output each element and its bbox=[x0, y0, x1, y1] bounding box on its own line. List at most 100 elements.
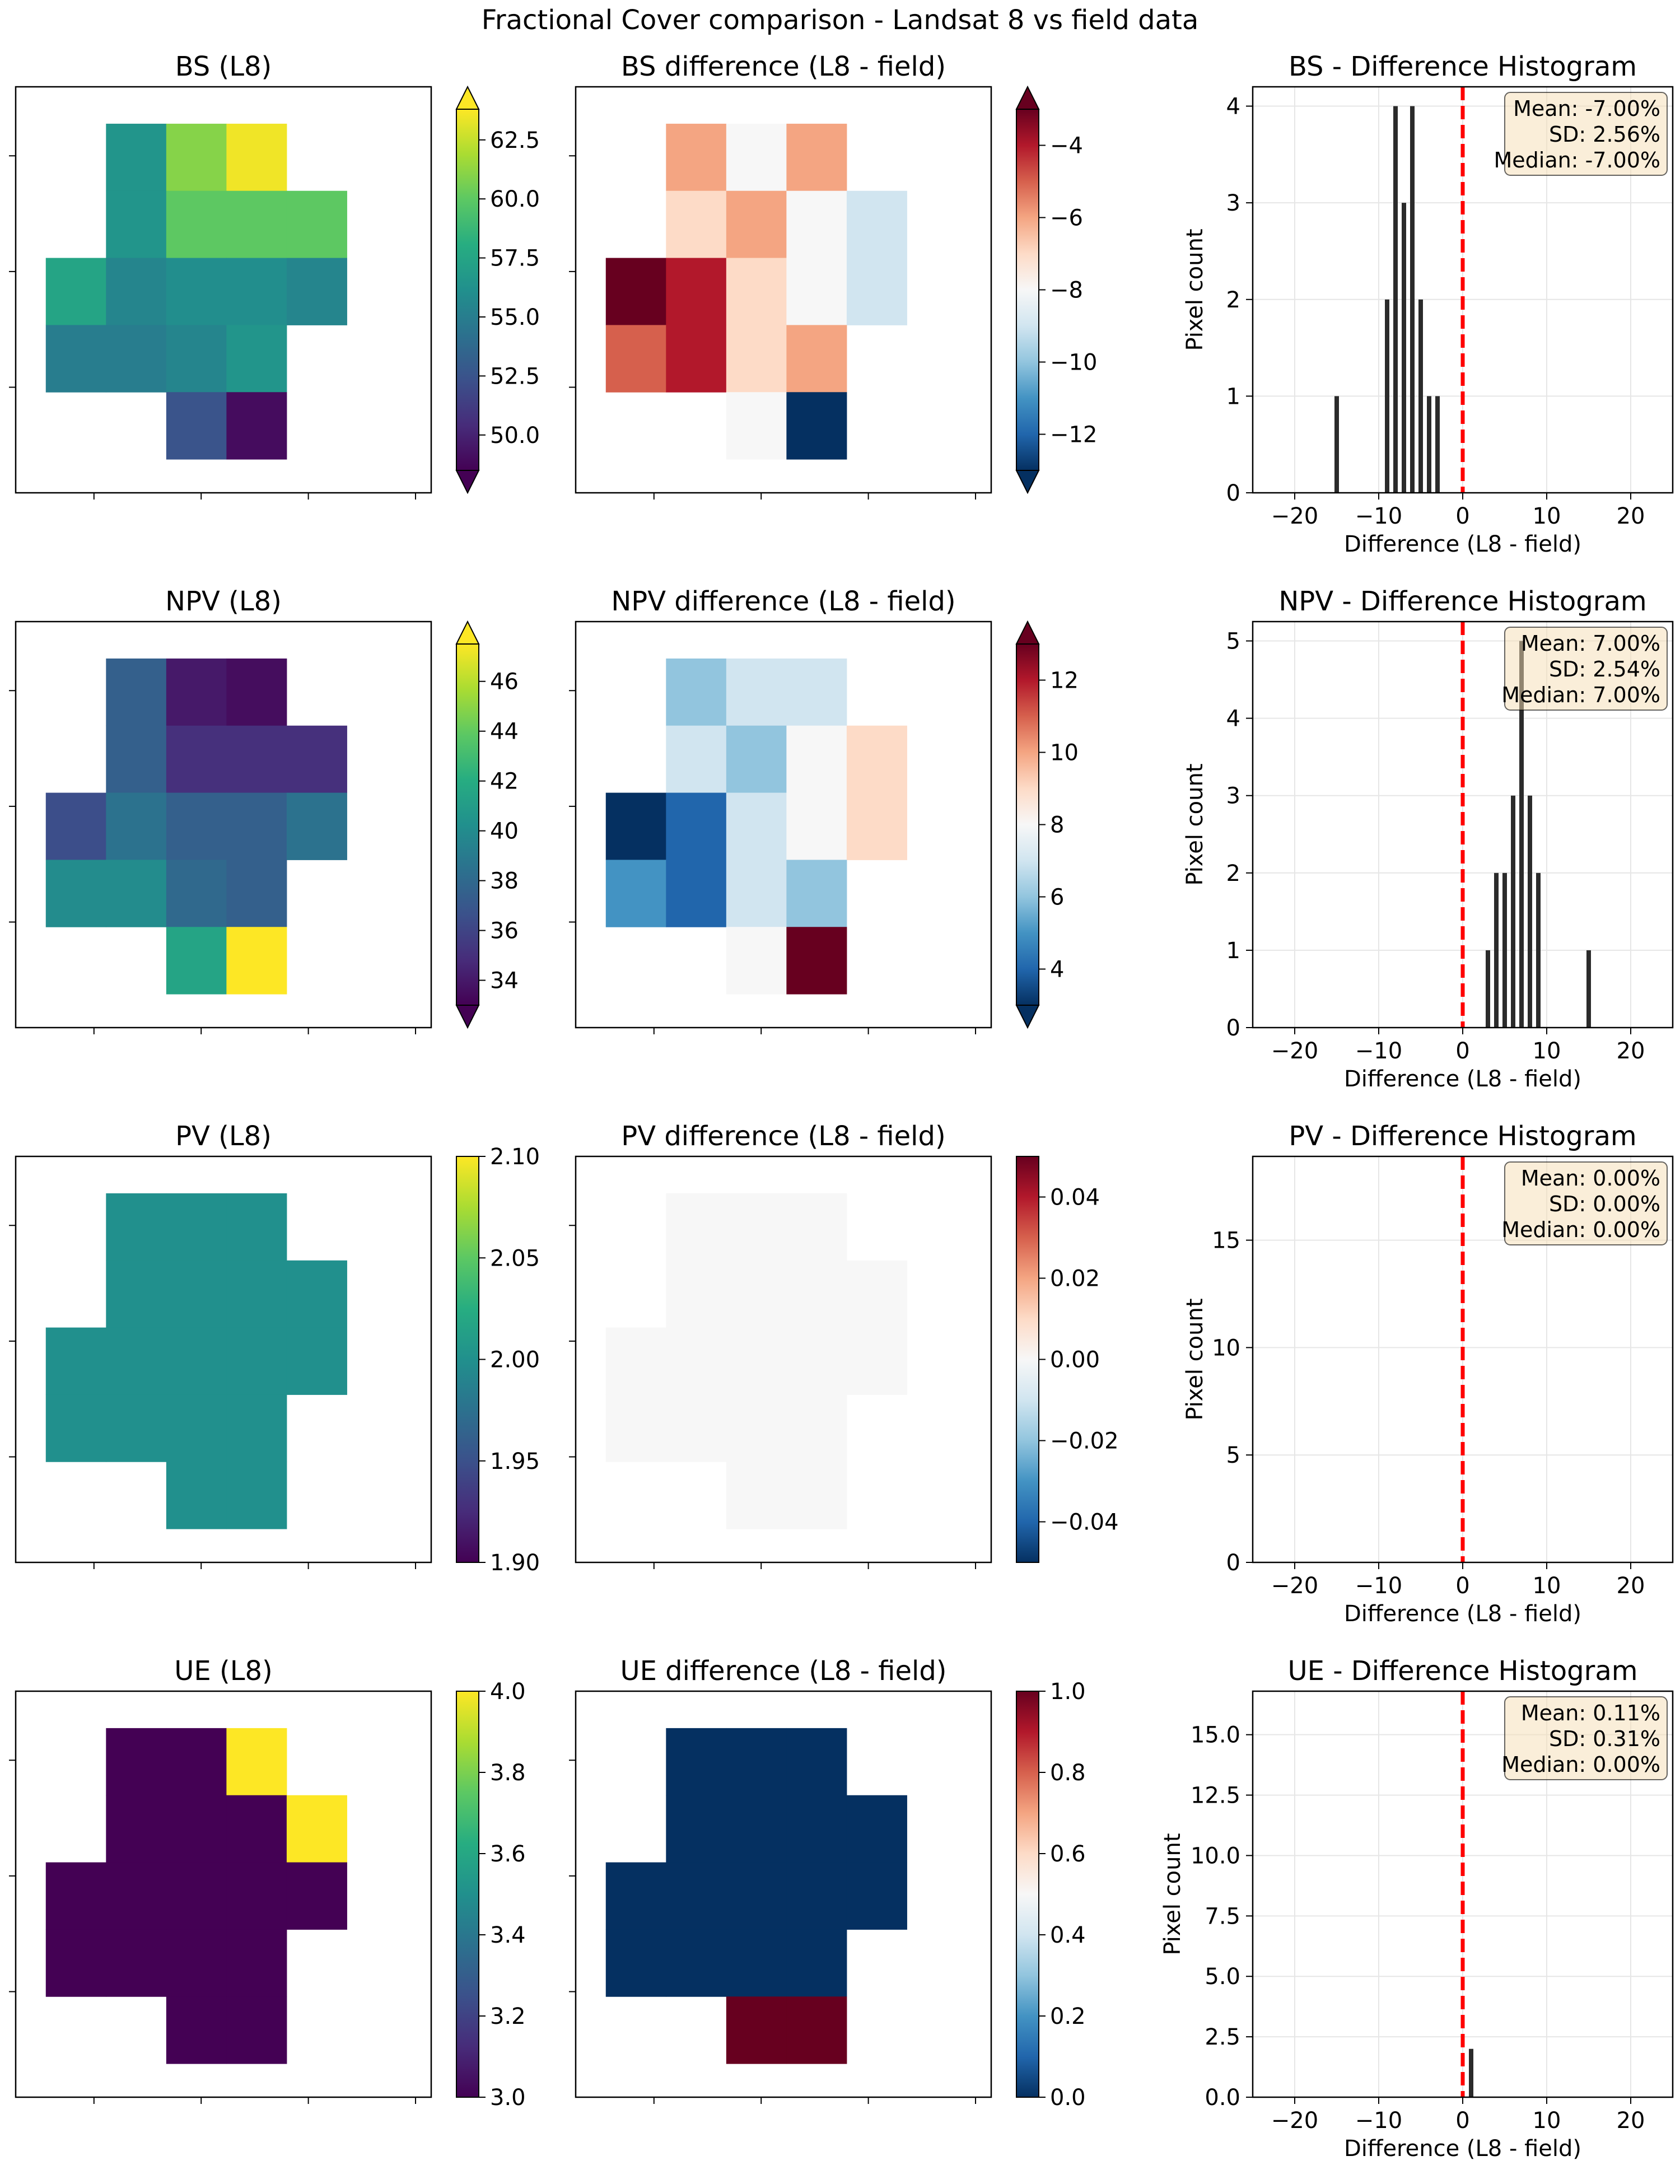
heatmap-cell bbox=[166, 725, 227, 794]
colorbar-tick-label: 52.5 bbox=[490, 363, 540, 389]
heatmap-cell bbox=[726, 1394, 787, 1462]
stats-text: Median: 7.00% bbox=[1501, 683, 1660, 707]
heatmap-cell bbox=[666, 1193, 727, 1261]
x-tick-label: 10 bbox=[1533, 2108, 1561, 2134]
heatmap-cell bbox=[286, 1795, 347, 1863]
heatmap-cell bbox=[106, 1728, 167, 1796]
heatmap-cell bbox=[786, 792, 847, 860]
heatmap-cell bbox=[166, 1394, 227, 1462]
histogram-bar bbox=[1486, 950, 1490, 1028]
histogram-bar bbox=[1511, 795, 1515, 1028]
y-tick-label: 1 bbox=[1226, 384, 1240, 409]
heatmap-cell bbox=[166, 1795, 227, 1863]
heatmap-cell bbox=[726, 1327, 787, 1395]
colorbar-tick-label: 1.95 bbox=[490, 1449, 540, 1474]
heatmap-cell bbox=[286, 725, 347, 794]
colorbar-tick-label: 34 bbox=[490, 968, 519, 994]
colorbar-tick-label: 62.5 bbox=[490, 128, 540, 153]
heatmap-cell bbox=[106, 1394, 167, 1462]
x-tick-label: 10 bbox=[1533, 503, 1561, 529]
heatmap-cell bbox=[786, 927, 847, 995]
x-tick-label: 0 bbox=[1455, 1573, 1469, 1599]
colorbar-tick-label: 0.8 bbox=[1050, 1760, 1086, 1786]
y-tick-label: 12.5 bbox=[1191, 1783, 1240, 1809]
stats-box bbox=[1504, 1161, 1668, 1245]
panel-bs_l8: BS (L8) 50.0 52.5 55.0 57.5 60.0 62.5 bbox=[9, 51, 540, 500]
stats-text: Mean: 0.00% bbox=[1521, 1166, 1660, 1191]
y-tick-label: 2 bbox=[1226, 287, 1240, 313]
map-frame bbox=[575, 1155, 992, 1564]
heatmap-cell bbox=[106, 190, 167, 259]
heatmap-cell bbox=[666, 258, 727, 325]
heatmap-cell bbox=[45, 860, 106, 927]
x-axis-label: Difference (L8 - field) bbox=[1344, 2136, 1581, 2162]
y-axis-label: Pixel count bbox=[1160, 1833, 1186, 1955]
heatmap-cell bbox=[726, 792, 787, 860]
heatmap-cell bbox=[166, 1462, 227, 1529]
x-tick-label: 0 bbox=[1455, 1038, 1469, 1064]
colorbar-extend-min bbox=[455, 1005, 480, 1029]
y-tick-label: 0.0 bbox=[1205, 2085, 1240, 2111]
colorbar-tick-label: 46 bbox=[490, 669, 519, 695]
heatmap-cell bbox=[166, 1862, 227, 1930]
x-tick-label: 20 bbox=[1617, 2108, 1645, 2134]
heatmap-cell bbox=[226, 927, 287, 995]
panel-ue_hist: −20 −10 0 10 20 0.0 2.5 5.0 7.5 10.0 12.5 15.0 UE - … bbox=[1160, 1655, 1674, 2162]
heatmap-cell bbox=[106, 658, 167, 726]
panel-npv_diff: NPV difference (L8 - field) 4 6 8 10 12 bbox=[569, 586, 1079, 1034]
colorbar-tick-label: 12 bbox=[1050, 668, 1079, 694]
heatmap-cell bbox=[226, 392, 287, 460]
heatmap-cell bbox=[166, 325, 227, 393]
histogram-bar bbox=[1536, 872, 1541, 1028]
x-tick-label: −10 bbox=[1355, 1573, 1402, 1599]
heatmap-cell bbox=[605, 1862, 666, 1930]
heatmap-cell bbox=[45, 1862, 106, 1930]
heatmap-cell bbox=[226, 1327, 287, 1395]
panel-title: UE (L8) bbox=[174, 1655, 272, 1687]
heatmap-cell bbox=[786, 190, 847, 259]
colorbar-tick-label: 57.5 bbox=[490, 246, 540, 272]
x-axis-label: Difference (L8 - field) bbox=[1344, 531, 1581, 557]
x-tick-label: 20 bbox=[1617, 1573, 1645, 1599]
stats-text: Mean: 7.00% bbox=[1521, 631, 1660, 656]
colorbar-tick-label: 4.0 bbox=[490, 1679, 526, 1705]
colorbar-extend-min bbox=[1015, 1005, 1040, 1029]
heatmap-cell bbox=[166, 123, 227, 192]
colorbar-frame bbox=[1016, 1691, 1039, 2098]
heatmap-cell bbox=[166, 1327, 227, 1395]
heatmap-cell bbox=[226, 860, 287, 927]
colorbar bbox=[1016, 1156, 1039, 1562]
heatmap-cell bbox=[605, 792, 666, 860]
stats-text: SD: 2.56% bbox=[1549, 122, 1660, 147]
panel-pv_l8: PV (L8) 1.90 1.95 2.00 2.05 2.10 bbox=[9, 1121, 540, 1576]
heatmap-cell bbox=[786, 1728, 847, 1796]
histogram-bar bbox=[1502, 872, 1507, 1028]
colorbar-frame bbox=[456, 1691, 479, 2098]
colorbar bbox=[1016, 1691, 1039, 2097]
y-tick-label: 3 bbox=[1226, 190, 1240, 216]
y-tick-label: 7.5 bbox=[1205, 1903, 1240, 1929]
heatmap-cell bbox=[666, 190, 727, 259]
heatmap-cell bbox=[166, 927, 227, 995]
colorbar-tick-label: 1.90 bbox=[490, 1550, 540, 1576]
colorbar-tick-label: 2.05 bbox=[490, 1245, 540, 1271]
y-axis-label: Pixel count bbox=[1182, 763, 1208, 885]
x-axis-label: Difference (L8 - field) bbox=[1344, 1066, 1581, 1092]
heatmap-cell bbox=[726, 1996, 787, 2064]
colorbar-extend-max bbox=[455, 85, 480, 110]
heatmap-cell bbox=[786, 123, 847, 192]
x-tick-label: 0 bbox=[1455, 503, 1469, 529]
colorbar-tick-label: 0.4 bbox=[1050, 1922, 1086, 1948]
heatmap-cell bbox=[106, 1193, 167, 1261]
colorbar-extend-max bbox=[455, 620, 480, 645]
heatmap-cell bbox=[166, 658, 227, 726]
panel-title: BS (L8) bbox=[175, 51, 272, 82]
x-tick-label: −10 bbox=[1355, 1038, 1402, 1064]
colorbar-tick-label: 3.4 bbox=[490, 1922, 526, 1948]
colorbar-tick-label: 2.00 bbox=[490, 1347, 540, 1373]
colorbar-tick-label: 4 bbox=[1050, 957, 1064, 983]
heatmap-cell bbox=[605, 1394, 666, 1462]
histogram-bar bbox=[1393, 106, 1398, 493]
colorbar-tick-label: 50.0 bbox=[490, 423, 540, 449]
map-frame bbox=[575, 1690, 992, 2098]
